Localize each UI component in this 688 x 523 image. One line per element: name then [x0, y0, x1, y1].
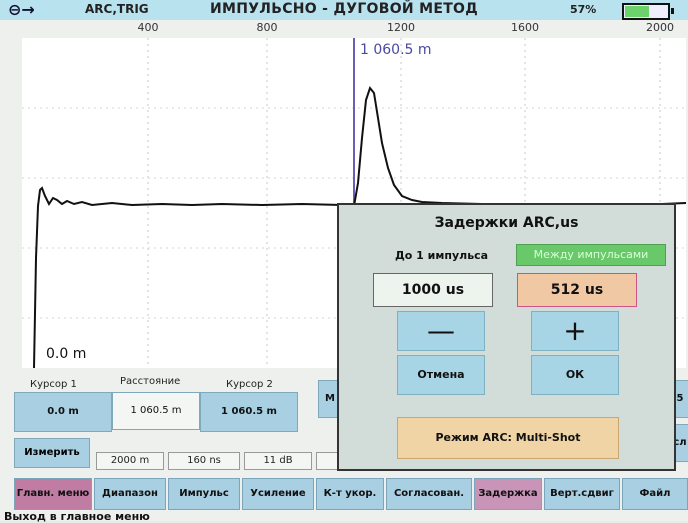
minus-icon: —	[427, 314, 455, 347]
status-hint: Выход в главное меню	[4, 510, 150, 523]
cursor2-value-button[interactable]: 1 060.5 m	[200, 392, 298, 432]
before-pulse-label: До 1 импульса	[395, 249, 489, 262]
between-pulses-field[interactable]: 512 us	[517, 273, 637, 307]
cursor-distance-readout: 1 060.5 m	[360, 42, 432, 58]
increase-button[interactable]: +	[531, 311, 619, 351]
mode-indicator: ARC,TRIG	[85, 2, 149, 16]
menu-vertical-shift[interactable]: Верт.сдвиг	[544, 478, 620, 510]
plus-icon: +	[563, 314, 587, 347]
cursor1-label: Курсор 1	[30, 379, 77, 390]
pulse-value: 160 ns	[168, 452, 240, 470]
menu-gain[interactable]: Усиление	[242, 478, 314, 510]
screen-title: ИМПУЛЬСНО - ДУГОВОЙ МЕТОД	[209, 1, 479, 17]
menu-shortening-factor[interactable]: К-т укор.	[316, 478, 384, 510]
x-tick-label: 1600	[511, 21, 539, 34]
measure-button[interactable]: Измерить	[14, 438, 90, 468]
menu-file[interactable]: Файл	[622, 478, 688, 510]
x-tick-label: 800	[256, 21, 278, 34]
before-pulse-field[interactable]: 1000 us	[373, 273, 493, 307]
x-tick-label: 1200	[387, 21, 415, 34]
distance-label: Расстояние	[120, 376, 181, 387]
cursor2-label: Курсор 2	[226, 379, 273, 390]
menu-matching[interactable]: Согласован.	[386, 478, 472, 510]
exit-icon[interactable]: ⊖→	[8, 0, 35, 19]
cancel-button[interactable]: Отмена	[397, 355, 485, 395]
menu-delay[interactable]: Задержка	[474, 478, 542, 510]
battery-icon	[622, 3, 674, 20]
cursor1-readout: 0.0 m	[46, 346, 87, 362]
x-axis-strip	[0, 20, 688, 38]
bottom-menu: Главн. меню Диапазон Импульс Усиление К-…	[0, 478, 688, 510]
battery-percent: 57%	[570, 3, 597, 16]
between-pulses-tab[interactable]: Между импульсами	[516, 244, 666, 266]
gain-value: 11 dB	[244, 452, 312, 470]
menu-range[interactable]: Диапазон	[94, 478, 166, 510]
arc-mode-button[interactable]: Режим ARC: Multi-Shot	[397, 417, 619, 459]
range-value: 2000 m	[96, 452, 164, 470]
battery-tip	[671, 8, 674, 14]
menu-pulse[interactable]: Импульс	[168, 478, 240, 510]
cursor1-value-button[interactable]: 0.0 m	[14, 392, 112, 432]
reflectogram-trace	[33, 85, 687, 369]
x-tick-label: 400	[137, 21, 159, 34]
battery-fill	[625, 6, 650, 17]
top-bar: ⊖→ ARC,TRIG ИМПУЛЬСНО - ДУГОВОЙ МЕТОД 57…	[0, 0, 688, 21]
arc-delay-dialog: Задержки ARC,us До 1 импульса Между импу…	[337, 203, 676, 471]
menu-main[interactable]: Главн. меню	[14, 478, 92, 510]
ok-button[interactable]: ОК	[531, 355, 619, 395]
x-tick-label: 2000	[646, 21, 674, 34]
decrease-button[interactable]: —	[397, 311, 485, 351]
dialog-title: Задержки ARC,us	[434, 215, 579, 231]
distance-value: 1 060.5 m	[112, 392, 200, 430]
